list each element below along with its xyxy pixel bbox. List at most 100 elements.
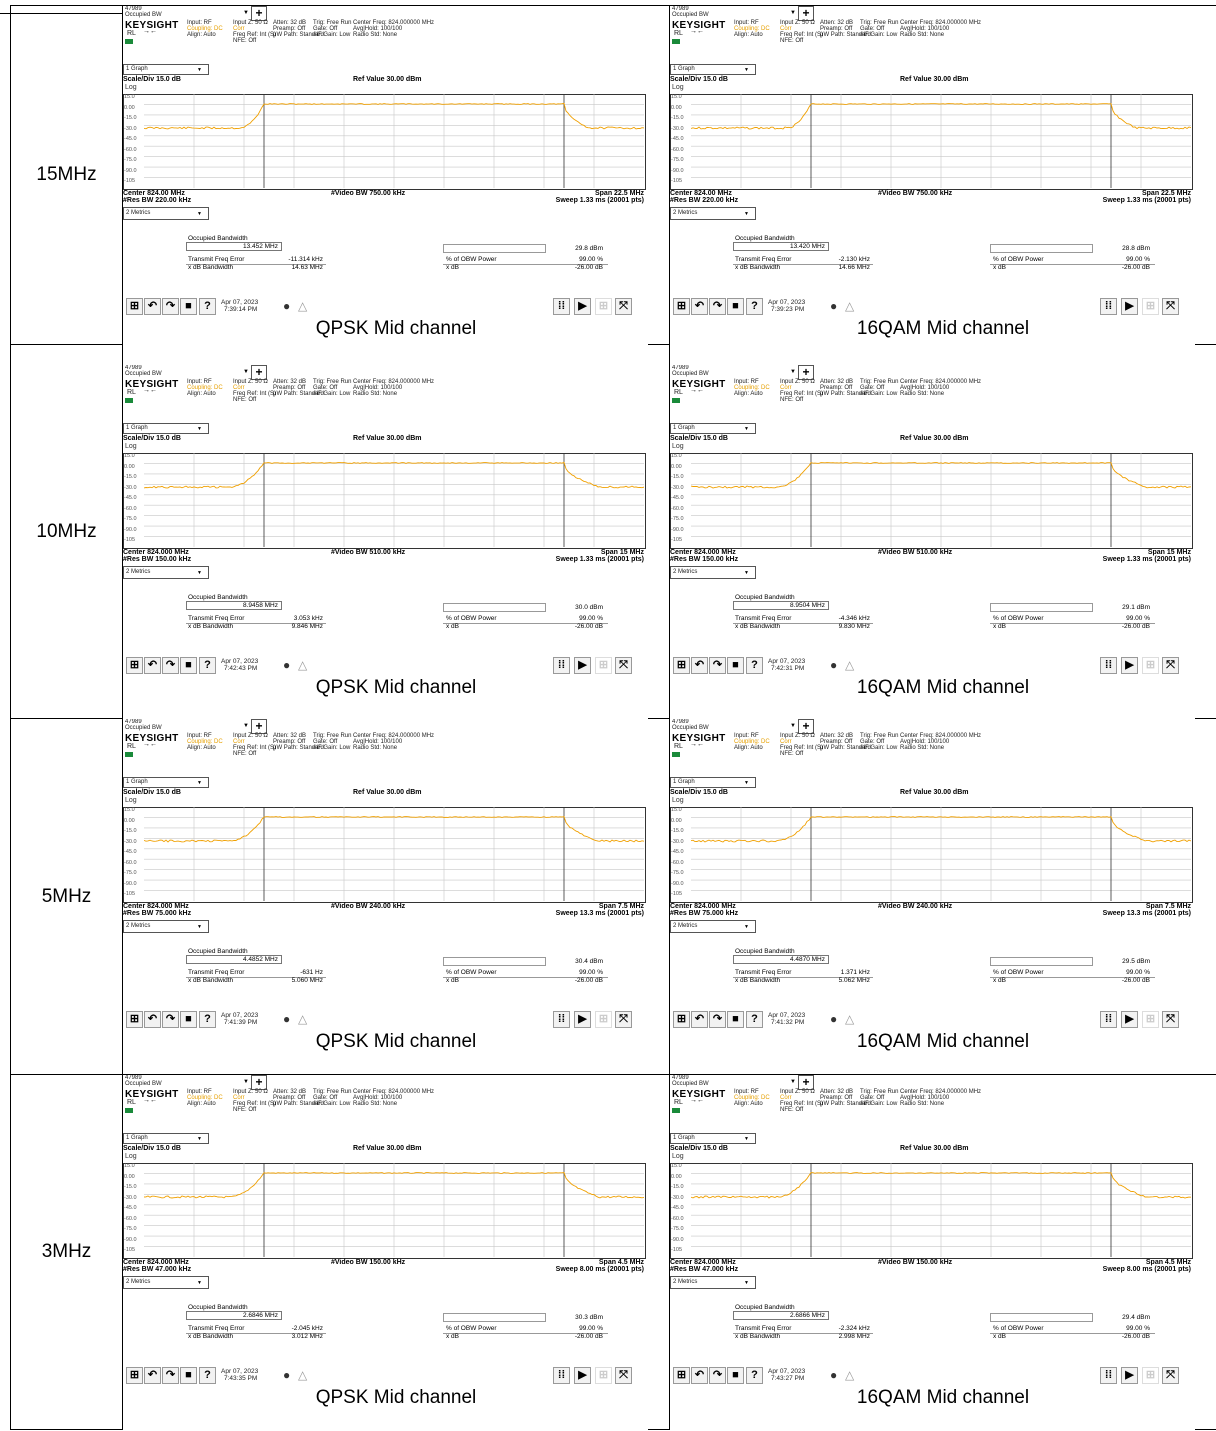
fullscreen-icon[interactable]: ⤧ [615, 657, 632, 674]
grid-icon[interactable]: ⁞⁞ [553, 657, 570, 674]
grid-icon[interactable]: ⁞⁞ [1100, 1011, 1117, 1028]
warning-icon[interactable]: △ [298, 1012, 308, 1026]
pointer-icon[interactable]: ▶ [574, 298, 591, 315]
mode-dropdown-icon[interactable]: ▼ [790, 10, 796, 16]
fullscreen-icon[interactable]: ⤧ [1162, 1367, 1179, 1384]
chat-icon[interactable]: ● [283, 1012, 291, 1026]
fullscreen-icon[interactable]: ⤧ [615, 1011, 632, 1028]
pointer-icon[interactable]: ▶ [1121, 298, 1138, 315]
undo-icon[interactable]: ↶ [144, 1011, 161, 1028]
undo-icon[interactable]: ↶ [144, 657, 161, 674]
grid-icon[interactable]: ⁞⁞ [1100, 657, 1117, 674]
graph-select[interactable]: 1 Graph [670, 423, 756, 434]
windows-icon[interactable]: ⊞ [673, 1367, 690, 1384]
fullscreen-icon[interactable]: ⤧ [1162, 1011, 1179, 1028]
chat-icon[interactable]: ● [283, 658, 291, 672]
layout-icon[interactable]: ⊞ [595, 657, 612, 674]
metrics-select[interactable]: 2 Metrics [670, 1276, 756, 1289]
layout-icon[interactable]: ⊞ [595, 1367, 612, 1384]
help-icon[interactable]: ? [746, 657, 763, 674]
warning-icon[interactable]: △ [298, 299, 308, 313]
add-window-button[interactable]: + [798, 1075, 814, 1090]
graph-select[interactable]: 1 Graph [670, 1133, 756, 1144]
chat-icon[interactable]: ● [830, 1368, 838, 1382]
windows-icon[interactable]: ⊞ [126, 657, 143, 674]
fullscreen-icon[interactable]: ⤧ [1162, 657, 1179, 674]
redo-icon[interactable]: ↷ [162, 1011, 179, 1028]
add-window-button[interactable]: + [251, 365, 267, 380]
spectrum-graph[interactable] [123, 1163, 646, 1259]
mode-dropdown-icon[interactable]: ▼ [790, 1079, 796, 1085]
windows-icon[interactable]: ⊞ [673, 1011, 690, 1028]
help-icon[interactable]: ? [199, 657, 216, 674]
metrics-select[interactable]: 2 Metrics [670, 207, 756, 220]
help-icon[interactable]: ? [746, 1367, 763, 1384]
pointer-icon[interactable]: ▶ [574, 1011, 591, 1028]
help-icon[interactable]: ? [199, 1011, 216, 1028]
redo-icon[interactable]: ↷ [709, 1367, 726, 1384]
help-icon[interactable]: ? [199, 298, 216, 315]
add-window-button[interactable]: + [251, 6, 267, 21]
warning-icon[interactable]: △ [845, 658, 855, 672]
grid-icon[interactable]: ⁞⁞ [1100, 298, 1117, 315]
redo-icon[interactable]: ↷ [709, 298, 726, 315]
redo-icon[interactable]: ↷ [162, 298, 179, 315]
graph-select[interactable]: 1 Graph [670, 777, 756, 788]
pointer-icon[interactable]: ▶ [1121, 1011, 1138, 1028]
redo-icon[interactable]: ↷ [709, 657, 726, 674]
layout-icon[interactable]: ⊞ [595, 298, 612, 315]
graph-select[interactable]: 1 Graph [123, 423, 209, 434]
windows-icon[interactable]: ⊞ [126, 1367, 143, 1384]
spectrum-graph[interactable] [670, 94, 1193, 190]
warning-icon[interactable]: △ [845, 1012, 855, 1026]
folder-icon[interactable]: ■ [180, 1011, 197, 1028]
graph-select[interactable]: 1 Graph [123, 1133, 209, 1144]
windows-icon[interactable]: ⊞ [673, 657, 690, 674]
windows-icon[interactable]: ⊞ [126, 1011, 143, 1028]
undo-icon[interactable]: ↶ [144, 298, 161, 315]
grid-icon[interactable]: ⁞⁞ [553, 298, 570, 315]
add-window-button[interactable]: + [251, 1075, 267, 1090]
chat-icon[interactable]: ● [830, 658, 838, 672]
fullscreen-icon[interactable]: ⤧ [615, 298, 632, 315]
undo-icon[interactable]: ↶ [691, 657, 708, 674]
pointer-icon[interactable]: ▶ [1121, 1367, 1138, 1384]
spectrum-graph[interactable] [670, 1163, 1193, 1259]
graph-select[interactable]: 1 Graph [123, 64, 209, 75]
spectrum-graph[interactable] [123, 453, 646, 549]
layout-icon[interactable]: ⊞ [1142, 657, 1159, 674]
fullscreen-icon[interactable]: ⤧ [1162, 298, 1179, 315]
metrics-select[interactable]: 2 Metrics [123, 207, 209, 220]
windows-icon[interactable]: ⊞ [673, 298, 690, 315]
folder-icon[interactable]: ■ [727, 298, 744, 315]
folder-icon[interactable]: ■ [180, 298, 197, 315]
chat-icon[interactable]: ● [830, 1012, 838, 1026]
metrics-select[interactable]: 2 Metrics [670, 566, 756, 579]
redo-icon[interactable]: ↷ [162, 1367, 179, 1384]
metrics-select[interactable]: 2 Metrics [123, 920, 209, 933]
undo-icon[interactable]: ↶ [691, 298, 708, 315]
layout-icon[interactable]: ⊞ [1142, 1367, 1159, 1384]
metrics-select[interactable]: 2 Metrics [123, 1276, 209, 1289]
grid-icon[interactable]: ⁞⁞ [553, 1367, 570, 1384]
folder-icon[interactable]: ■ [727, 1011, 744, 1028]
layout-icon[interactable]: ⊞ [1142, 298, 1159, 315]
warning-icon[interactable]: △ [298, 658, 308, 672]
chat-icon[interactable]: ● [283, 299, 291, 313]
mode-dropdown-icon[interactable]: ▼ [243, 10, 249, 16]
metrics-select[interactable]: 2 Metrics [123, 566, 209, 579]
graph-select[interactable]: 1 Graph [123, 777, 209, 788]
undo-icon[interactable]: ↶ [691, 1011, 708, 1028]
warning-icon[interactable]: △ [845, 1368, 855, 1382]
metrics-select[interactable]: 2 Metrics [670, 920, 756, 933]
pointer-icon[interactable]: ▶ [574, 657, 591, 674]
mode-dropdown-icon[interactable]: ▼ [243, 723, 249, 729]
spectrum-graph[interactable] [123, 807, 646, 903]
mode-dropdown-icon[interactable]: ▼ [790, 723, 796, 729]
mode-dropdown-icon[interactable]: ▼ [790, 369, 796, 375]
folder-icon[interactable]: ■ [180, 657, 197, 674]
add-window-button[interactable]: + [798, 719, 814, 734]
undo-icon[interactable]: ↶ [144, 1367, 161, 1384]
add-window-button[interactable]: + [251, 719, 267, 734]
windows-icon[interactable]: ⊞ [126, 298, 143, 315]
